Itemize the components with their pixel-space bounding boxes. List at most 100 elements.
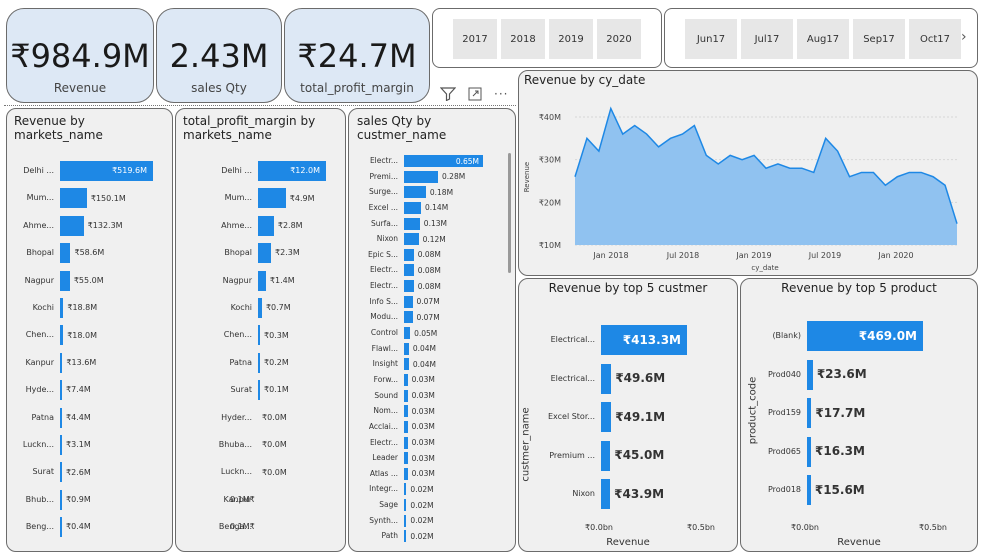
bar[interactable] (258, 188, 286, 209)
month-chip-aug17[interactable]: Aug17 (797, 19, 849, 59)
bar[interactable] (404, 311, 413, 324)
category-label: Path (381, 531, 398, 541)
category-label: Surfa... (371, 218, 398, 228)
line-series[interactable] (574, 106, 958, 224)
bar[interactable] (60, 435, 62, 455)
bar[interactable] (601, 440, 611, 471)
bar[interactable] (807, 359, 813, 390)
bar[interactable] (60, 325, 64, 346)
bar[interactable] (404, 483, 407, 496)
bar[interactable] (404, 295, 413, 308)
bar[interactable] (404, 201, 421, 214)
bar[interactable] (807, 436, 812, 467)
focus-mode-icon[interactable] (468, 87, 482, 101)
bar[interactable] (807, 321, 923, 351)
data-label: ₹0.9M (66, 495, 91, 504)
month-chip-oct17[interactable]: Oct17 (909, 19, 961, 59)
bar[interactable] (60, 243, 71, 264)
y-tick: ₹40M (539, 113, 561, 122)
top-product-panel[interactable]: Revenue by top 5 product product_code (B… (740, 278, 978, 552)
bar[interactable] (60, 188, 87, 209)
bar[interactable] (60, 270, 70, 291)
category-label: Surat (32, 467, 54, 477)
year-chip-2018[interactable]: 2018 (501, 19, 545, 59)
data-label: ₹13.6M (66, 358, 97, 367)
year-chip-2020[interactable]: 2020 (597, 19, 641, 59)
bar[interactable] (258, 243, 272, 264)
data-label: 0.04M (412, 344, 437, 354)
bar[interactable] (258, 325, 260, 346)
data-label: ₹0.2M (264, 358, 289, 367)
bar[interactable] (404, 233, 419, 246)
bar[interactable] (404, 514, 407, 527)
bar[interactable] (404, 248, 414, 261)
more-options-icon[interactable]: ··· (494, 87, 509, 101)
area-series[interactable] (575, 108, 957, 245)
bar[interactable] (258, 215, 274, 236)
bar[interactable] (404, 530, 407, 543)
category-label: Patna (229, 357, 252, 367)
category-label: Hyde... (25, 385, 54, 395)
bar[interactable] (404, 186, 426, 199)
bar[interactable] (60, 352, 63, 373)
bar[interactable] (601, 402, 612, 432)
kpi-sales-qty[interactable]: 2.43M sales Qty (156, 8, 282, 103)
category-label: Insight (372, 359, 398, 369)
bar[interactable] (404, 389, 408, 402)
bar[interactable] (404, 217, 420, 230)
x-axis-label: Revenue (837, 537, 881, 548)
bar[interactable] (258, 161, 326, 181)
bar[interactable] (404, 358, 409, 371)
bar[interactable] (404, 327, 411, 340)
profit-margin-panel[interactable]: total_profit_margin by markets_name Delh… (175, 108, 346, 552)
bar[interactable] (60, 462, 62, 483)
bar[interactable] (601, 479, 611, 509)
month-chip-jul17[interactable]: Jul17 (741, 19, 793, 59)
kpi-profit-margin[interactable]: ₹24.7M total_profit_margin (284, 8, 430, 103)
bar[interactable] (807, 398, 812, 428)
chevron-right-icon[interactable]: › (961, 29, 967, 45)
filter-icon[interactable] (440, 87, 456, 101)
markets-revenue-panel[interactable]: Revenue by markets_name Delhi ... ₹519.6M… (6, 108, 173, 552)
bar[interactable] (404, 342, 409, 355)
revenue-trend-panel[interactable]: Revenue by cy_date ₹40M ₹30M ₹20M ₹10M Jan 2… (518, 70, 978, 276)
bar[interactable] (404, 155, 483, 167)
bar[interactable] (404, 436, 408, 449)
bar[interactable] (404, 405, 408, 418)
bar[interactable] (60, 215, 84, 236)
bar[interactable] (258, 352, 260, 373)
month-chip-sep17[interactable]: Sep17 (853, 19, 905, 59)
category-label: Sound (374, 390, 398, 400)
bar[interactable] (404, 170, 439, 183)
bar[interactable] (258, 380, 260, 401)
bar[interactable] (404, 280, 414, 293)
category-label: Mum... (224, 193, 252, 203)
bar[interactable] (60, 517, 62, 538)
bar[interactable] (60, 489, 62, 510)
bar[interactable] (404, 499, 407, 512)
top-customer-panel[interactable]: Revenue by top 5 custmer custmer_name El… (518, 278, 738, 552)
year-chip-2017[interactable]: 2017 (453, 19, 497, 59)
bar[interactable] (404, 452, 408, 465)
bar[interactable] (404, 373, 408, 386)
bar[interactable] (807, 475, 811, 505)
kpi-label: total_profit_margin (300, 81, 414, 95)
bar[interactable] (601, 325, 687, 355)
data-label: ₹0.4M (66, 522, 91, 532)
month-chip-jun17[interactable]: Jun17 (685, 19, 737, 59)
bar[interactable] (258, 270, 266, 291)
bar[interactable] (404, 264, 414, 277)
kpi-revenue[interactable]: ₹984.9M Revenue (6, 8, 154, 103)
year-chip-2019[interactable]: 2019 (549, 19, 593, 59)
sales-qty-panel[interactable]: sales Qty by custmer_name Electr... 0.65M… (348, 108, 516, 552)
bar[interactable] (601, 363, 612, 394)
visual-header: ··· (440, 86, 508, 102)
bar[interactable] (60, 380, 62, 401)
scrollbar[interactable] (508, 153, 511, 273)
bar[interactable] (404, 467, 408, 480)
bar[interactable] (60, 161, 153, 181)
bar[interactable] (60, 407, 62, 428)
bar[interactable] (60, 298, 64, 318)
bar[interactable] (258, 298, 262, 318)
bar[interactable] (404, 420, 408, 433)
